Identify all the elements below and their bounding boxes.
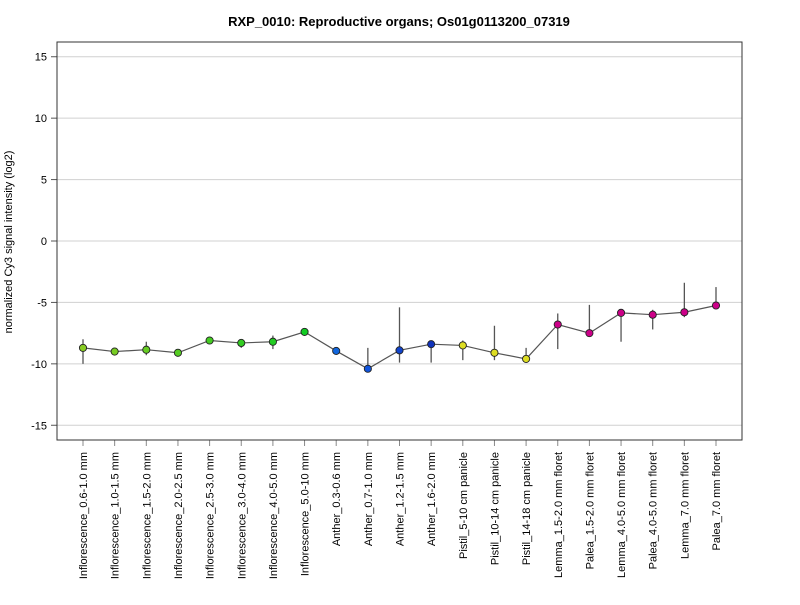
x-tick-label: Pistil_5-10 cm panicle (458, 452, 470, 559)
x-tick-label: Inflorescence_2.0-2.5 mm (173, 452, 185, 579)
data-point (237, 338, 246, 348)
data-point (553, 320, 562, 329)
x-tick-label: Inflorescence_1.0-1.5 mm (110, 452, 122, 579)
data-points (78, 301, 721, 373)
x-tick-label: Lemma_4.0-5.0 mm floret (616, 452, 628, 578)
x-tick-label: Inflorescence_5.0-10 mm (300, 452, 312, 576)
plot-frame (56, 41, 743, 441)
data-point (173, 348, 182, 357)
y-axis-label: normalized Cy3 signal intensity (log2) (3, 151, 15, 334)
data-point (395, 346, 404, 355)
x-axis: Inflorescence_0.6-1.0 mm Inflorescence_1.… (78, 440, 723, 579)
data-point (142, 345, 151, 354)
x-tick-label: Palea_1.5-2.0 mm floret (584, 452, 596, 569)
data-point (300, 327, 309, 336)
data-point (711, 301, 721, 310)
grid-lines (57, 56, 742, 426)
x-tick-label: Inflorescence_3.0-4.0 mm (236, 452, 248, 579)
y-axis: 15 10 5 0 -5 -10 -15 (31, 52, 57, 432)
data-point (648, 310, 657, 319)
data-point (268, 337, 277, 346)
data-point (205, 336, 214, 345)
x-tick-label: Pistil_14-18 cm panicle (521, 452, 533, 565)
y-tick-label: -15 (31, 420, 47, 432)
x-tick-label: Lemma_1.5-2.0 mm floret (553, 452, 565, 578)
x-tick-label: Inflorescence_0.6-1.0 mm (78, 452, 90, 579)
x-tick-label: Palea_7.0 mm floret (711, 452, 723, 550)
x-tick-label: Palea_4.0-5.0 mm floret (648, 452, 660, 569)
x-tick-label: Anther_1.2-1.5 mm (395, 452, 407, 546)
data-point (427, 340, 436, 349)
data-point (78, 343, 88, 352)
data-point (490, 348, 499, 357)
data-point (585, 329, 594, 338)
data-point (680, 308, 689, 317)
data-point (458, 341, 467, 350)
data-point (110, 347, 119, 356)
x-tick-label: Anther_1.6-2.0 mm (426, 452, 438, 546)
y-tick-label: 0 (41, 236, 47, 248)
data-point (363, 364, 372, 373)
x-tick-label: Lemma_7.0 mm floret (679, 452, 691, 559)
data-point (617, 308, 626, 317)
x-tick-label: Anther_0.3-0.6 mm (331, 452, 343, 546)
chart-title: RXP_0010: Reproductive organs; Os01g0113… (228, 14, 570, 29)
data-point (522, 354, 531, 363)
x-tick-label: Inflorescence_2.5-3.0 mm (205, 452, 217, 579)
x-tick-label: Anther_0.7-1.0 mm (363, 452, 375, 546)
x-tick-label: Inflorescence_4.0-5.0 mm (268, 452, 280, 579)
x-tick-label: Inflorescence_1.5-2.0 mm (141, 452, 153, 579)
y-tick-label: 15 (35, 52, 47, 64)
y-tick-label: 10 (35, 113, 47, 125)
x-tick-label: Pistil_10-14 cm panicle (489, 452, 501, 565)
data-point (332, 346, 341, 355)
y-tick-label: -5 (37, 297, 47, 309)
y-tick-label: 5 (41, 175, 47, 187)
y-tick-label: -10 (31, 359, 47, 371)
